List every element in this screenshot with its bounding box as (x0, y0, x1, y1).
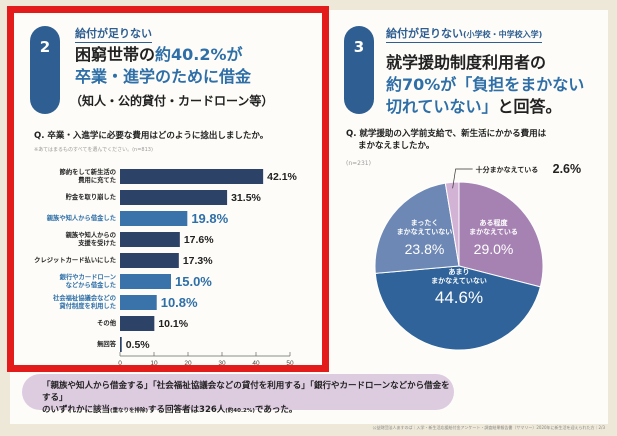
x-tick-label: 20 (184, 360, 192, 367)
bar-chart: 節約をして新生活の 費用に充てた貯金を取り崩した親族や知人から借金した親族や知人… (0, 0, 330, 370)
bar-category-label: 無回答 (97, 340, 116, 348)
bar-category-label: 親族や知人からの 支援を受けた (65, 231, 116, 247)
section-kicker: 給付が足りない (75, 25, 152, 43)
headline-line-3: 切れていない」と回答。 (386, 97, 562, 116)
pie-slice-value: 29.0% (474, 241, 514, 257)
pie-slice (374, 182, 460, 274)
bar (120, 295, 157, 310)
bar-category-label: 貯金を取り崩した (65, 193, 116, 201)
bar-value-label: 31.5% (231, 192, 261, 204)
section-badge: 2 (30, 26, 60, 114)
pie-slice (458, 181, 544, 288)
bar-value-label: 10.1% (158, 318, 188, 330)
headline-line-2: 卒業・進学のために借金 (75, 67, 252, 86)
summary-note: 「親族や知人から借金する」「社会福祉協議会などの貸付を利用する」「銀行やカードロ… (22, 374, 454, 415)
section-kicker: 給付が足りない(小学校・中学校入学) (386, 25, 543, 43)
bar (120, 190, 228, 205)
question: Q. 就学援助の入学前支給で、新生活にかかる費用は まかなえましたか。 (346, 129, 547, 151)
pie-slice-label: まかなえている (469, 227, 518, 236)
bar-value-label: 15.0% (175, 274, 212, 289)
x-tick-label: 0 (118, 360, 122, 367)
bar (120, 316, 155, 331)
source-credit: 公益財団法人あすのば｜入学・新生活応援給付金アンケート・調査結果報告書（サマリー… (372, 425, 605, 430)
question: Q. 卒業・入進学に必要な費用はどのように捻出しましたか。 (34, 131, 269, 141)
headline-line-1: 就学援助制度利用者の (386, 53, 547, 72)
bar-category-label: 親族や知人から借金した (46, 214, 116, 222)
bar-value-label: 0.5% (126, 339, 151, 351)
leader-line (452, 168, 473, 189)
question-note: ※あてはまるものすべてを選んでください。(n=813) (34, 147, 153, 153)
pie-slice (374, 265, 541, 351)
bar-category-label: その他 (97, 319, 116, 327)
pie-slice-label: まったく (411, 218, 439, 227)
pie-slice-value: 2.6% (553, 162, 582, 176)
bar (120, 274, 171, 289)
bar-value-label: 17.3% (183, 255, 213, 267)
x-tick-label: 50 (286, 360, 294, 367)
bar-value-label: 42.1% (267, 171, 297, 183)
headline-line-3: （知人・公的貸付・カードローン等） (70, 94, 274, 108)
highlight-frame (7, 6, 329, 372)
bar-category-label: クレジットカード払いにした (34, 256, 116, 264)
bar-value-label: 19.8% (191, 211, 228, 226)
bar (120, 337, 122, 352)
pie-slice-value: 23.8% (405, 241, 445, 257)
pie-slice-label: ある程度 (480, 218, 509, 227)
bar (120, 232, 180, 247)
pie-slice-label: 十分まかなえている (476, 165, 539, 174)
pie-slice-label: あまり (449, 267, 470, 276)
headline-line-1: 困窮世帯の約40.2%が (75, 45, 243, 64)
bar-category-label: 社会福祉協議会などの 貸付制度を利用した (53, 294, 116, 310)
pie-slice-value: 44.6% (435, 288, 483, 307)
bar (120, 211, 188, 226)
x-tick-label: 10 (150, 360, 158, 367)
bar-value-label: 10.8% (161, 295, 198, 310)
pie-slice-label: まかなえていない (431, 276, 487, 285)
headline-line-2: 約70%が「負担をまかない (386, 75, 585, 94)
pie-slice-label: まかなえていない (397, 227, 453, 236)
x-tick-label: 40 (252, 360, 260, 367)
bar-value-label: 17.6% (184, 234, 214, 246)
bar (120, 253, 179, 268)
section-badge: 3 (344, 26, 374, 114)
x-tick-label: 30 (218, 360, 226, 367)
sample-size: (n=231) (346, 160, 371, 167)
pie-slice (444, 181, 460, 267)
bar (120, 169, 264, 184)
bar-category-label: 節約をして新生活の 費用に充てた (59, 168, 116, 184)
bar-category-label: 銀行やカードローン などから借金した (59, 273, 116, 289)
